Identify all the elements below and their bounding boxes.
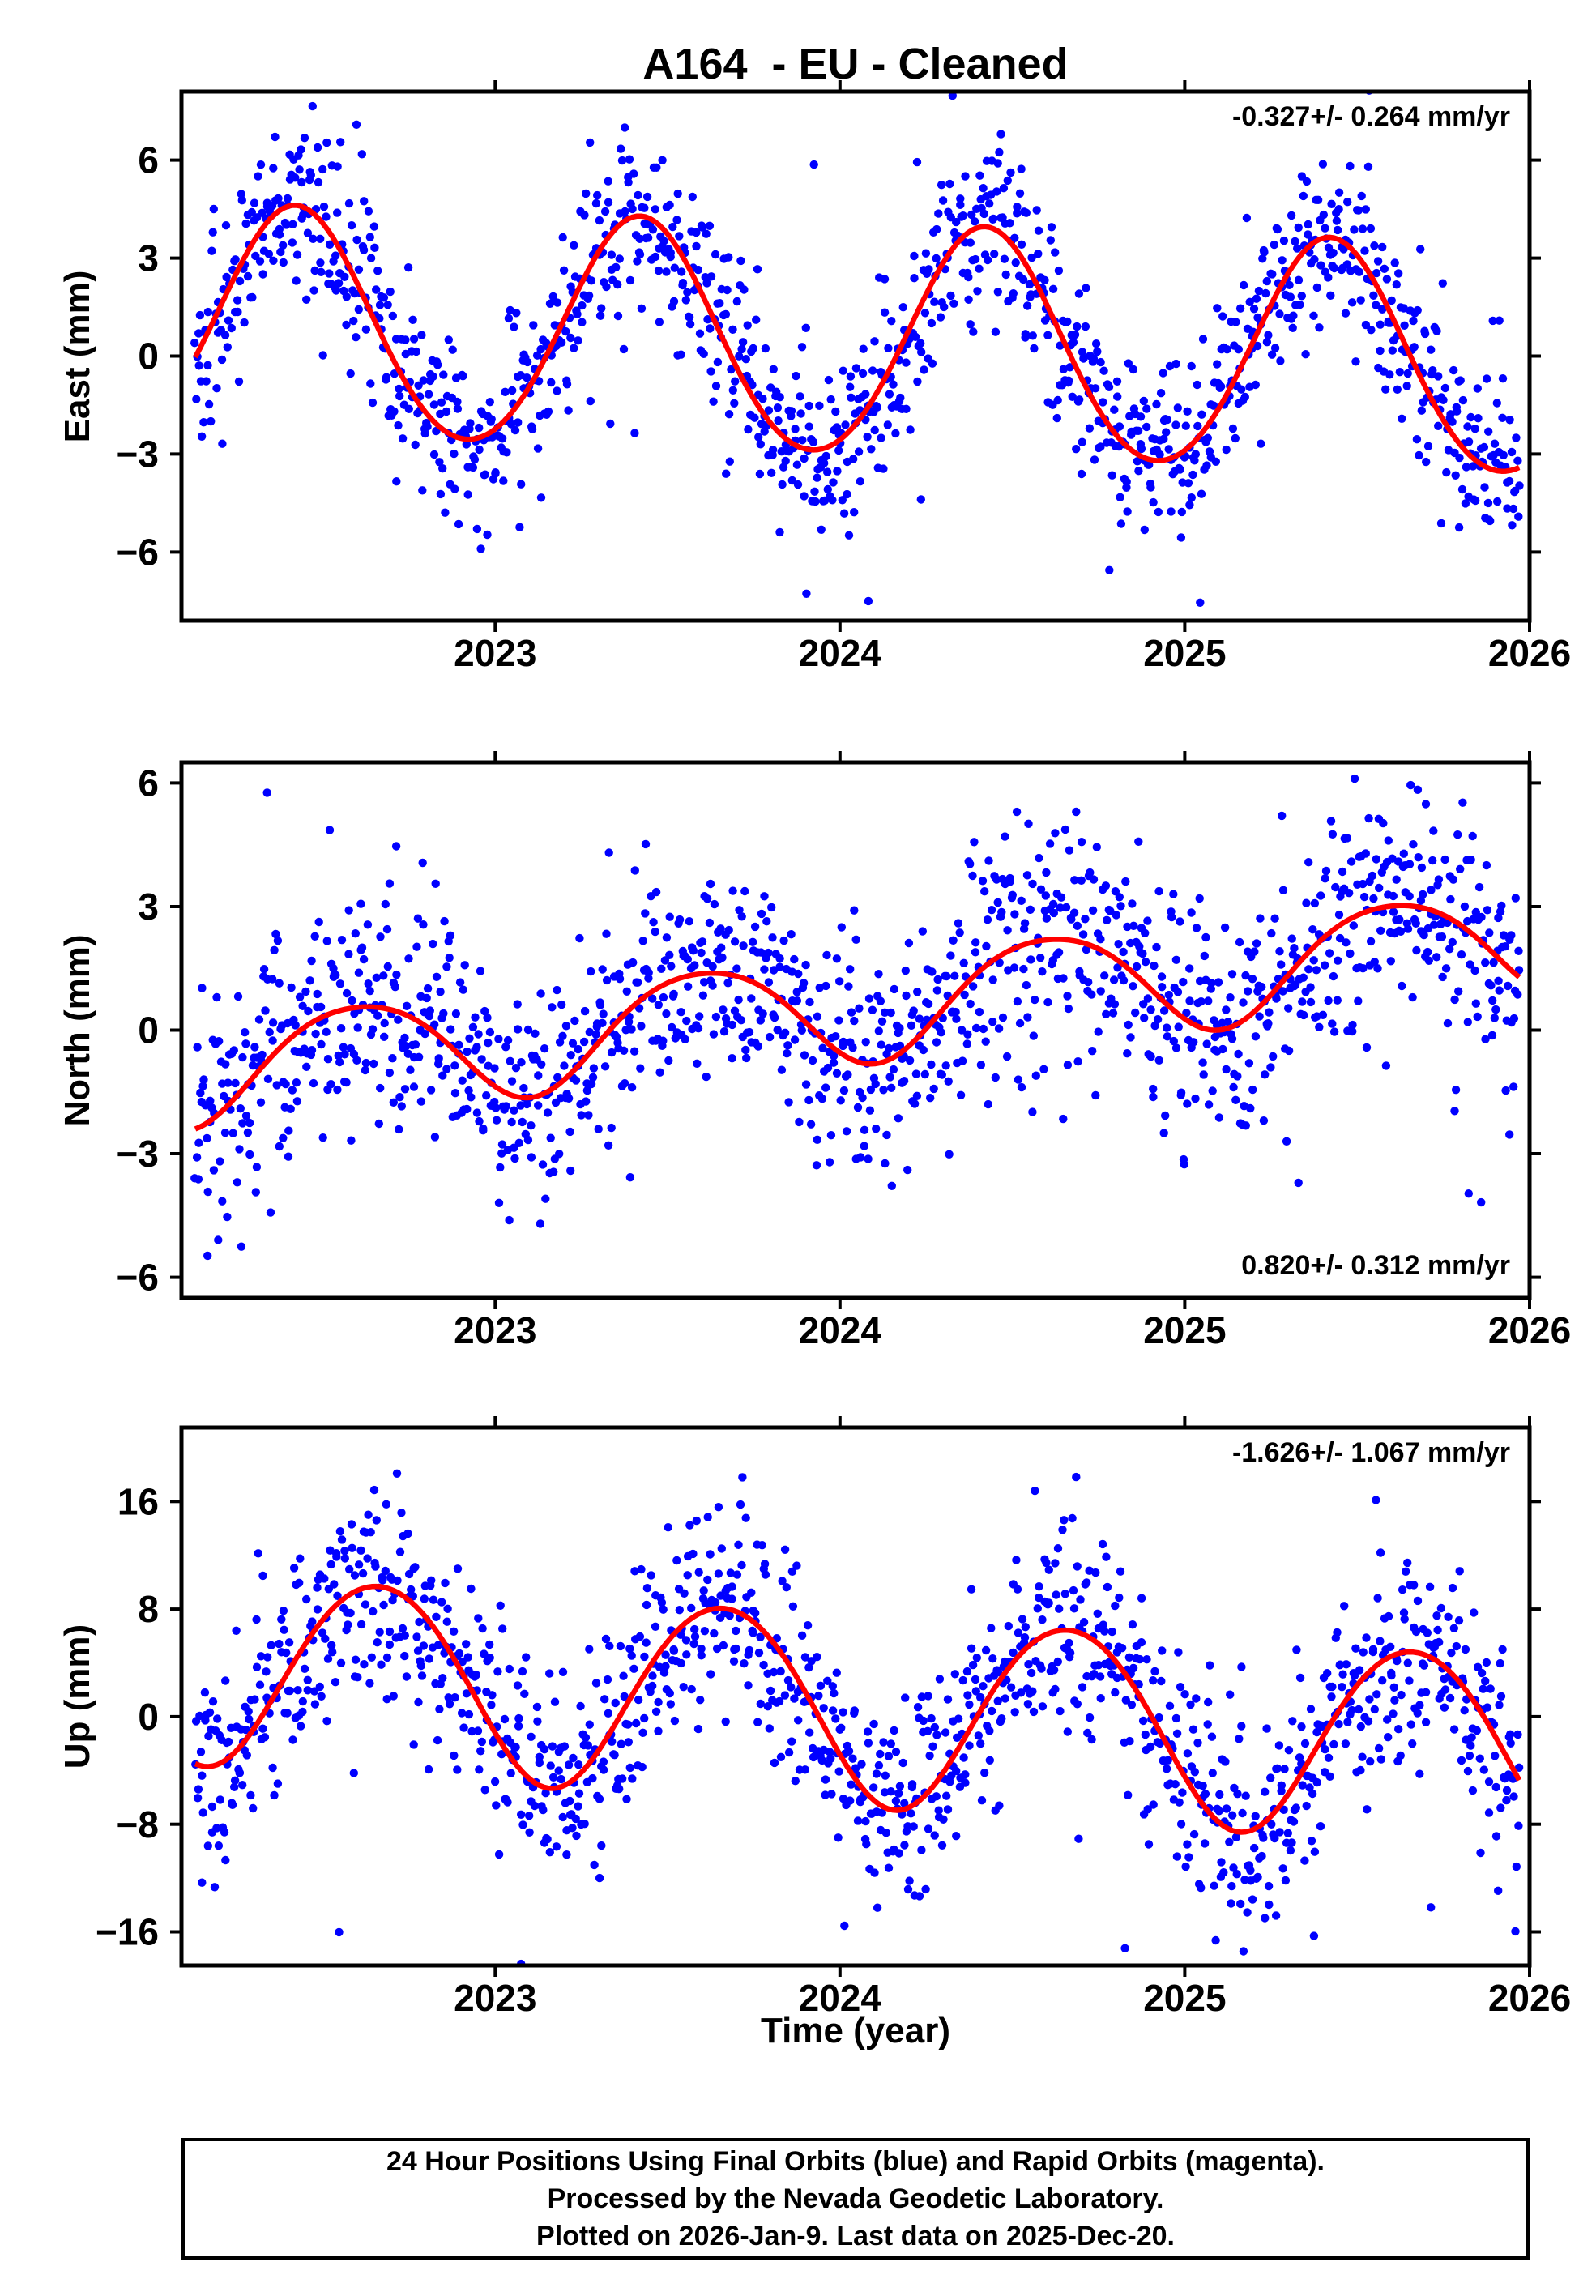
svg-text:2024: 2024 — [799, 632, 882, 674]
footer-line-2: Processed by the Nevada Geodetic Laborat… — [547, 2183, 1164, 2214]
east-panel: East (mm) -0.327+/- 0.264 mm/yr 2023 2024… — [58, 80, 1571, 674]
svg-text:−6: −6 — [117, 1257, 159, 1299]
footer-line-3: Plotted on 2026-Jan-9. Last data on 2025… — [536, 2221, 1175, 2251]
svg-text:2024: 2024 — [799, 1309, 882, 1351]
footer-note-box: 24 Hour Positions Using Final Orbits (bl… — [181, 2138, 1530, 2260]
chart-title: A164 - EU - Cleaned — [642, 40, 1069, 88]
svg-text:−3: −3 — [117, 433, 159, 476]
svg-text:6: 6 — [138, 762, 159, 804]
svg-text:3: 3 — [138, 886, 159, 928]
svg-text:6: 6 — [138, 139, 159, 181]
svg-text:0: 0 — [138, 335, 159, 378]
up-plot-svg: 2023 2024 2025 2026 −16 −8 0 8 16 — [96, 1416, 1571, 2019]
north-panel: North (mm) 0.820+/- 0.312 mm/yr 2023 2024… — [58, 751, 1571, 1351]
svg-text:−16: −16 — [96, 1911, 159, 1953]
x-axis-title: Time (year) — [761, 2011, 950, 2051]
svg-text:2025: 2025 — [1143, 1309, 1226, 1351]
svg-text:0: 0 — [138, 1009, 159, 1052]
svg-text:16: 16 — [117, 1480, 159, 1522]
svg-text:2026: 2026 — [1488, 1977, 1571, 2019]
svg-text:8: 8 — [138, 1588, 159, 1630]
footer-line-1: 24 Hour Positions Using Final Orbits (bl… — [386, 2146, 1325, 2177]
north-plot-svg: 2023 2024 2025 2026 −6 −3 0 3 6 — [117, 751, 1571, 1351]
north-y-axis-label: North (mm) — [58, 933, 97, 1127]
svg-text:2025: 2025 — [1143, 1977, 1226, 2019]
svg-text:2025: 2025 — [1143, 632, 1226, 674]
svg-text:−6: −6 — [117, 531, 159, 574]
svg-text:2024: 2024 — [799, 1977, 882, 2019]
svg-text:0: 0 — [138, 1696, 159, 1738]
up-y-axis-label: Up (mm) — [58, 1624, 97, 1769]
svg-text:3: 3 — [138, 237, 159, 280]
north-trend-annotation: 0.820+/- 0.312 mm/yr — [1241, 1250, 1510, 1281]
east-trend-annotation: -0.327+/- 0.264 mm/yr — [1231, 101, 1510, 132]
east-y-axis-label: East (mm) — [58, 270, 97, 442]
svg-text:2026: 2026 — [1488, 1309, 1571, 1351]
svg-text:2023: 2023 — [454, 1977, 536, 2019]
svg-text:2026: 2026 — [1488, 632, 1571, 674]
up-panel: Up (mm) -1.626+/- 1.067 mm/yr 2023 2024 20… — [58, 1416, 1571, 2019]
svg-text:2023: 2023 — [454, 1309, 536, 1351]
svg-text:−8: −8 — [117, 1803, 159, 1846]
svg-text:2023: 2023 — [454, 632, 536, 674]
up-trend-annotation: -1.626+/- 1.067 mm/yr — [1231, 1437, 1510, 1468]
svg-text:−3: −3 — [117, 1133, 159, 1175]
east-plot-svg: 2023 2024 2025 2026 −6 −3 0 3 6 — [117, 80, 1571, 674]
